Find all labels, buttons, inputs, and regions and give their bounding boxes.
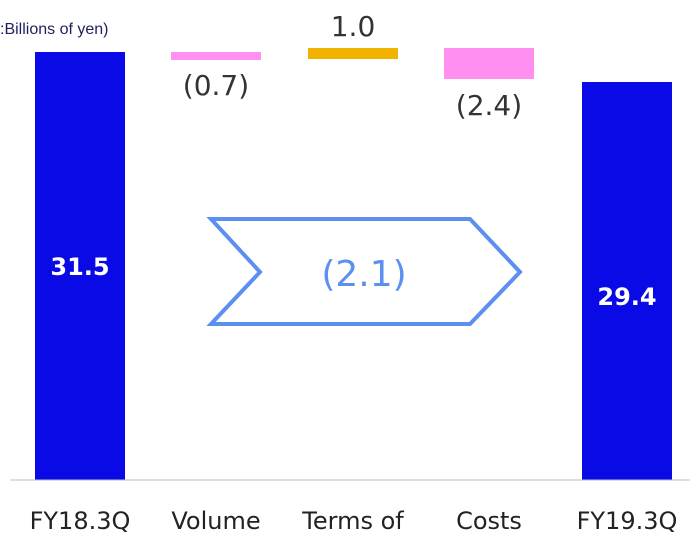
bar-fy18-3q (35, 52, 125, 480)
category-labels-group: FY18.3Q Volume Terms of Costs FY19.3Q (30, 507, 678, 535)
category-label: Volume (171, 507, 260, 535)
category-label: Costs (456, 507, 522, 535)
category-label: FY19.3Q (577, 507, 678, 535)
bars-group (35, 48, 672, 480)
bar-terms-of (308, 48, 398, 59)
category-label: Terms of (301, 507, 404, 535)
value-label: 31.5 (50, 253, 109, 281)
value-label: (2.4) (456, 89, 522, 122)
value-labels-group: 31.5 (0.7) 1.0 (2.4) 29.4 (50, 10, 656, 311)
chevron-arrow-icon (206, 217, 523, 326)
total-change-arrow: (2.1) (206, 217, 523, 326)
value-label: (0.7) (183, 69, 249, 102)
unit-label: :Billions of yen) (0, 21, 109, 38)
value-label: 1.0 (331, 10, 376, 43)
bar-volume (171, 52, 261, 60)
value-label: 29.4 (597, 283, 656, 311)
bar-costs (444, 48, 534, 79)
bar-fy19-3q (582, 82, 672, 480)
category-label: FY18.3Q (30, 507, 131, 535)
total-change-label: (2.1) (321, 254, 406, 295)
